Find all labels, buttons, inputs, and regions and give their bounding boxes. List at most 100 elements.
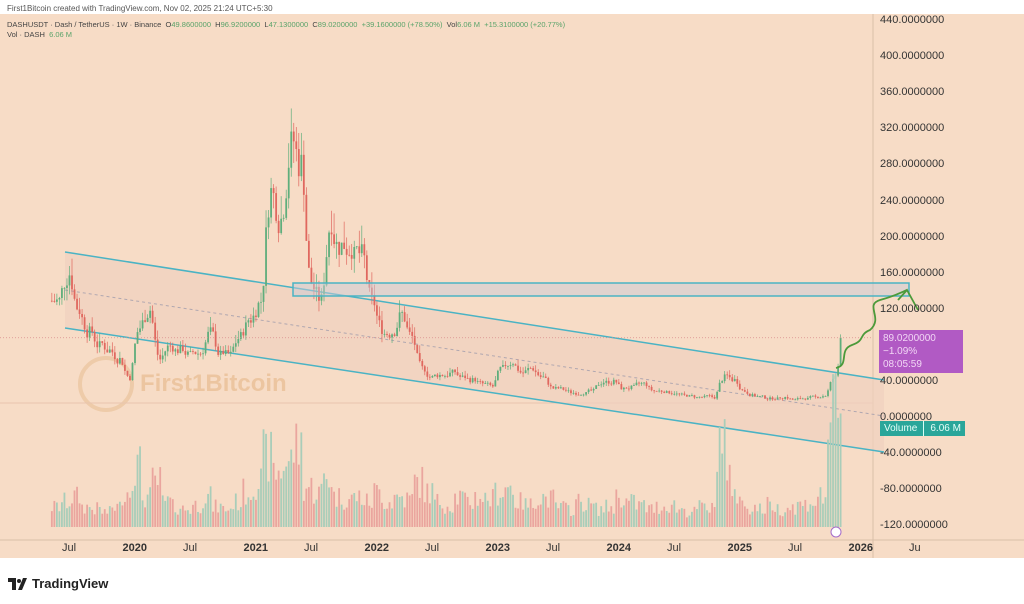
volume-bar (660, 510, 663, 527)
volume-bar (232, 509, 235, 527)
candle-body (222, 350, 225, 354)
candle-body (129, 375, 131, 381)
candle-body (277, 220, 280, 234)
time-tick: Jul (546, 542, 561, 554)
volume-bar (378, 489, 381, 527)
close-label: C (312, 20, 318, 29)
candle-body (146, 317, 149, 322)
candle-body (86, 329, 89, 338)
candle-body (635, 382, 638, 386)
volume-bar (708, 512, 711, 527)
volume-bar (295, 423, 298, 527)
candle-body (544, 376, 547, 378)
volume-bar (302, 500, 305, 527)
volume-bar (242, 478, 245, 527)
volume-bar (721, 453, 724, 527)
volume-bar (280, 478, 283, 527)
volume-bar (267, 481, 270, 527)
volume-bar (212, 511, 215, 527)
candle-body (111, 349, 114, 353)
candle-body (741, 389, 744, 391)
volume-bar (554, 502, 557, 527)
volume-bar (736, 503, 739, 527)
volume-bar (489, 506, 492, 527)
candle-body (234, 343, 237, 347)
volume-bar (499, 497, 502, 527)
volume-bar (290, 449, 293, 527)
volume-bar (358, 490, 361, 527)
volume-bar (428, 503, 431, 527)
price-tick: 120.0000000 (880, 302, 945, 315)
volume-bar (345, 507, 348, 527)
candle-body (55, 299, 58, 302)
volume-bar (287, 461, 290, 527)
volume-bar (265, 433, 267, 527)
candle-body (517, 365, 519, 371)
volume-bar (179, 508, 182, 527)
candle-body (600, 384, 603, 386)
candle-body (174, 349, 177, 352)
candle-body (280, 218, 283, 234)
volume-bar (693, 506, 696, 527)
volume-bar (580, 501, 582, 527)
candle-body (134, 343, 136, 364)
volume-bar (534, 508, 537, 527)
channel-fill (65, 252, 884, 452)
candle-body (290, 131, 293, 168)
watermark-text: First1Bitcoin (140, 370, 287, 397)
volume-bar (171, 499, 174, 527)
time-tick: Jul (425, 542, 440, 554)
candle-body (192, 351, 194, 352)
candle-body (340, 242, 343, 255)
volume-bar (514, 507, 517, 527)
volume-bar (61, 502, 63, 527)
candle-body (227, 350, 230, 354)
candle-body (597, 384, 600, 386)
volume-bar (166, 496, 169, 527)
volume-bar (176, 514, 179, 527)
candle-body (98, 341, 101, 348)
candle-body (61, 288, 63, 298)
tradingview-logo[interactable]: TradingView (8, 576, 108, 591)
volume-bar (512, 494, 514, 527)
volume-bar (645, 512, 648, 527)
volume-bar (227, 510, 230, 527)
volume-bar (829, 422, 832, 527)
volume-bar (76, 486, 78, 527)
volume-bar (834, 374, 837, 527)
candle-body (423, 366, 426, 372)
candle-body (406, 321, 409, 328)
volume-bar (801, 506, 804, 527)
symbol-name[interactable]: DASHUSDT · Dash / TetherUS · 1W · Binanc… (7, 20, 162, 29)
candle-body (184, 350, 187, 355)
volume-bar (297, 464, 300, 527)
candle-body (610, 383, 613, 385)
candle-body (789, 398, 792, 400)
volume-bar (766, 496, 769, 527)
candle-body (416, 344, 419, 354)
candle-body (476, 381, 479, 382)
time-tick: Jul (304, 542, 319, 554)
volume-bar (532, 507, 535, 527)
candle-body (365, 255, 368, 280)
vol-series-label[interactable]: Vol · DASH (7, 30, 45, 39)
candle-body (159, 354, 162, 360)
volume-bar (386, 508, 388, 527)
tradingview-logo-icon (8, 577, 27, 590)
event-marker-icon (830, 526, 842, 538)
candle-body (539, 375, 542, 378)
volume-bar (552, 489, 555, 527)
volume-bar (307, 487, 310, 527)
volume-bar (169, 497, 172, 527)
candle-body (685, 394, 688, 397)
volume-bar (703, 503, 706, 527)
candle-body (169, 345, 172, 347)
candle-body (817, 396, 819, 398)
volume-bar (262, 429, 265, 527)
volume-bar (680, 508, 683, 527)
candle-body (363, 244, 366, 256)
volume-bar (650, 504, 653, 527)
channel-lower-line (64, 327, 885, 453)
volume-label-divider (923, 421, 925, 436)
